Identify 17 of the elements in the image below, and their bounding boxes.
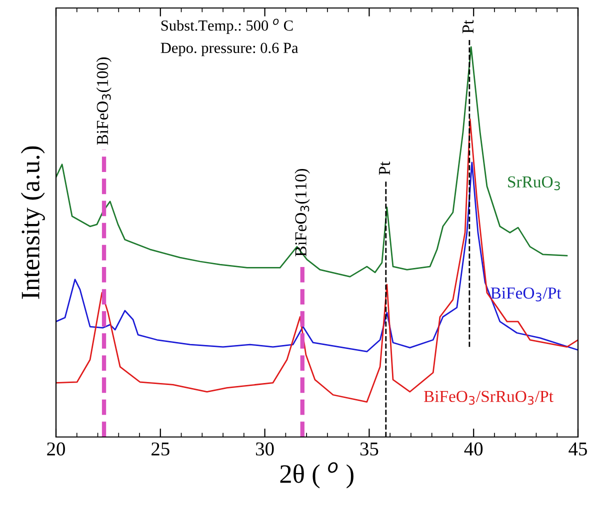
ref-line-label: Pt xyxy=(379,162,390,175)
ref-line-label: BiFeO$_{3}$(100) xyxy=(96,57,112,145)
x-axis-title: 2θ ( $^{o}$ ) xyxy=(280,462,354,488)
x-tick-label: 45 xyxy=(568,442,587,456)
x-tick-label: 35 xyxy=(360,442,378,456)
x-tick-label: 30 xyxy=(256,442,274,456)
ref-line-label: BiFeO$_{3}$(110) xyxy=(294,168,310,256)
series-label: BiFeO$_{3}$/SrRuO$_{3}$/Pt xyxy=(424,390,554,405)
y-axis-title: Intensity (a.u.) xyxy=(20,146,45,299)
series-label: BiFeO$_{3}$/Pt xyxy=(490,287,562,302)
series-label: SrRuO$_{3}$ xyxy=(508,176,560,190)
ref-line-label: Pt xyxy=(462,20,474,34)
x-tick-label: 40 xyxy=(464,442,483,456)
text: Subst.Temp.: 500 $^{o}$ C xyxy=(161,18,293,34)
annotation: Depo. pressure: 0.6 Pa xyxy=(160,42,298,56)
x-tick-label: 20 xyxy=(47,442,65,456)
x-tick-label: 25 xyxy=(152,442,170,456)
